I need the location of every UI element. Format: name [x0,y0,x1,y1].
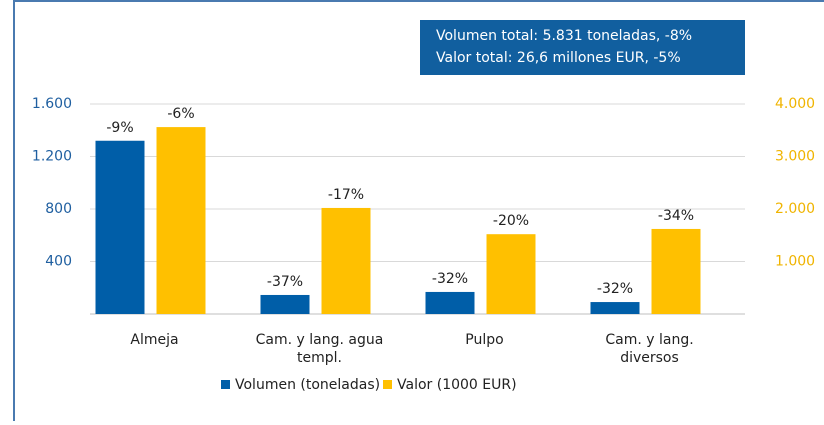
legend-swatch [221,380,230,389]
change-label: -9% [106,120,133,136]
x-tick-label: diversos [620,350,679,366]
bar [156,127,206,314]
info-line: Volumen total: 5.831 toneladas, -8% [436,28,692,44]
change-label: -34% [658,208,694,224]
y-tick-label: 400 [45,254,72,270]
bar [95,140,145,314]
change-label: -17% [328,187,364,203]
x-tick-label: Cam. y lang. agua [256,332,384,348]
info-line: Valor total: 26,6 millones EUR, -5% [436,50,681,66]
y-tick-label: 1.200 [32,149,72,165]
x-tick-label: Cam. y lang. [605,332,693,348]
change-label: -32% [432,271,468,287]
legend-label: Volumen (toneladas) [235,377,380,393]
change-label: -37% [267,274,303,290]
y2-tick-label: 2.000 [775,201,815,217]
y-tick-label: 1.600 [32,96,72,112]
change-label: -32% [597,281,633,297]
y2-tick-label: 1.000 [775,254,815,270]
x-tick-label: Almeja [130,332,178,348]
bar [590,302,640,314]
y-tick-label: 800 [45,201,72,217]
bar [486,234,536,314]
change-label: -6% [167,106,194,122]
legend-swatch [383,380,392,389]
y2-tick-label: 3.000 [775,149,815,165]
y2-tick-label: 4.000 [775,96,815,112]
legend-label: Valor (1000 EUR) [397,377,517,393]
bar [260,294,310,314]
x-tick-label: templ. [297,350,342,366]
bar [425,291,475,314]
info-box [420,20,745,75]
bar [321,207,371,314]
bar [651,228,701,314]
change-label: -20% [493,213,529,229]
x-tick-label: Pulpo [465,332,503,348]
